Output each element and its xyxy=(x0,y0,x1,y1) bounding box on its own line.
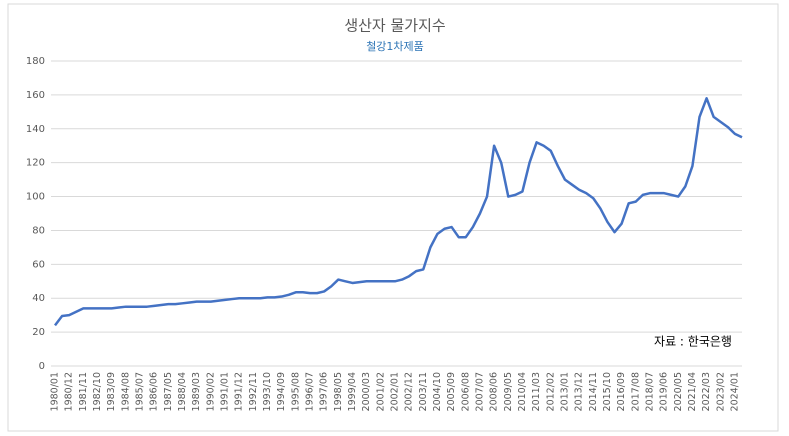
y-tick-label: 60 xyxy=(32,259,45,270)
chart-frame xyxy=(7,3,779,432)
y-tick-label: 20 xyxy=(32,327,45,338)
y-tick-label: 160 xyxy=(26,90,45,101)
y-tick-label: 140 xyxy=(26,124,45,135)
y-tick-label: 80 xyxy=(32,225,45,236)
x-tick-label: 1984/08 xyxy=(120,372,131,411)
x-tick-label: 1996/07 xyxy=(304,372,315,411)
chart-title: 생산자 물가지수 xyxy=(344,17,445,35)
y-tick-label: 40 xyxy=(32,293,45,304)
x-tick-label: 1985/07 xyxy=(134,372,145,411)
x-tick-label: 2004/10 xyxy=(432,372,443,411)
x-tick-label: 2009/05 xyxy=(503,372,514,411)
x-tick-label: 1983/09 xyxy=(106,372,117,411)
x-tick-label: 2017/08 xyxy=(630,372,641,411)
x-tick-label: 1995/08 xyxy=(290,372,301,411)
x-tick-label: 2018/07 xyxy=(644,372,655,411)
x-tick-label: 2001/02 xyxy=(375,372,386,411)
x-tick-label: 1987/05 xyxy=(163,372,174,411)
x-tick-label: 1997/06 xyxy=(319,372,330,411)
x-tick-label: 2022/03 xyxy=(701,372,712,411)
x-tick-label: 1994/09 xyxy=(276,372,287,411)
x-tick-label: 2007/07 xyxy=(474,372,485,411)
x-tick-label: 2003/11 xyxy=(418,372,429,411)
x-tick-label: 2006/08 xyxy=(460,372,471,411)
data-line xyxy=(54,97,743,327)
x-tick-label: 2012/02 xyxy=(545,372,556,411)
x-tick-label: 2021/04 xyxy=(687,372,698,411)
x-tick-label: 1989/03 xyxy=(191,372,202,411)
x-tick-label: 1992/11 xyxy=(248,372,259,411)
y-tick-label: 0 xyxy=(39,361,45,372)
x-tick-label: 1999/04 xyxy=(347,372,358,411)
x-tick-label: 2010/04 xyxy=(517,372,528,411)
x-tick-label: 2008/06 xyxy=(489,372,500,411)
x-tick-label: 2002/12 xyxy=(404,372,415,411)
x-tick-label: 2005/09 xyxy=(446,372,457,411)
x-tick-label: 2011/03 xyxy=(531,372,542,411)
x-tick-label: 1980/12 xyxy=(64,372,75,411)
x-tick-label: 2016/09 xyxy=(616,372,627,411)
chart-subtitle: 철강1차제품 xyxy=(366,40,424,53)
y-tick-label: 180 xyxy=(26,56,45,67)
source-note: 자료 : 한국은행 xyxy=(654,334,732,349)
x-tick-label: 2023/02 xyxy=(715,372,726,411)
x-tick-label: 2014/11 xyxy=(588,372,599,411)
x-tick-label: 2019/06 xyxy=(659,372,670,411)
x-tick-label: 2013/01 xyxy=(559,372,570,411)
x-tick-label: 2013/12 xyxy=(574,372,585,411)
y-tick-label: 100 xyxy=(26,192,45,203)
y-tick-label: 120 xyxy=(26,158,45,169)
x-tick-label: 1981/11 xyxy=(78,372,89,411)
x-tick-label: 1980/01 xyxy=(50,372,61,411)
x-tick-label: 1991/12 xyxy=(234,372,245,411)
x-tick-label: 1982/10 xyxy=(92,372,103,411)
x-tick-label: 1991/01 xyxy=(219,372,230,411)
x-tick-label: 1986/06 xyxy=(149,372,160,411)
x-tick-label: 2000/03 xyxy=(361,372,372,411)
x-tick-label: 1993/10 xyxy=(262,372,273,411)
x-tick-label: 2002/01 xyxy=(389,372,400,411)
x-tick-label: 2020/05 xyxy=(673,372,684,411)
x-tick-label: 2015/10 xyxy=(602,372,613,411)
x-tick-label: 1998/05 xyxy=(333,372,344,411)
x-tick-label: 1990/02 xyxy=(205,372,216,411)
x-tick-label: 2024/01 xyxy=(729,372,740,411)
x-tick-label: 1988/04 xyxy=(177,372,188,411)
